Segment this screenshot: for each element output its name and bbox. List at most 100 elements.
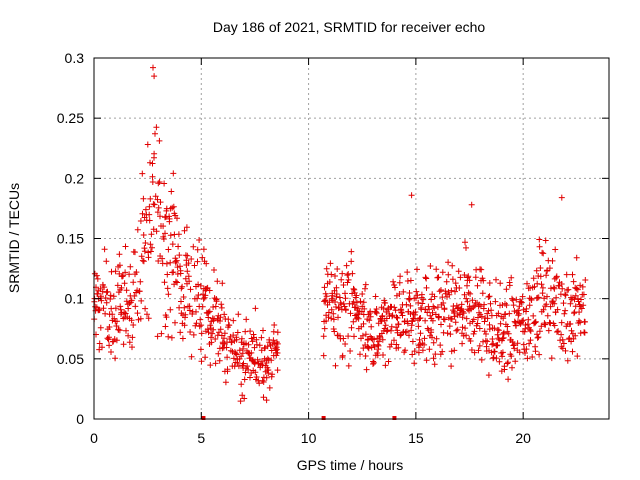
data-point — [435, 274, 442, 281]
data-point — [350, 285, 357, 292]
data-point — [129, 344, 135, 351]
data-point — [516, 349, 523, 356]
data-point — [177, 263, 183, 270]
data-point — [515, 310, 522, 317]
data-point — [236, 347, 243, 354]
data-point — [118, 284, 125, 291]
data-point — [168, 188, 175, 195]
data-point — [578, 305, 585, 312]
data-point — [198, 358, 205, 365]
x-tick-label: 20 — [515, 430, 531, 446]
data-point — [481, 328, 488, 335]
data-point — [348, 248, 355, 255]
data-point — [208, 339, 215, 346]
data-point — [571, 310, 577, 317]
data-point — [344, 279, 351, 286]
data-point — [136, 288, 143, 295]
data-point — [111, 315, 118, 322]
data-point — [138, 253, 145, 260]
data-point — [199, 303, 206, 310]
data-point — [516, 303, 523, 310]
data-point — [437, 351, 444, 358]
data-point — [332, 273, 338, 279]
data-point — [431, 361, 438, 368]
data-point — [404, 320, 411, 327]
data-point — [489, 341, 496, 348]
data-point — [103, 258, 110, 265]
data-point — [207, 362, 214, 369]
data-point — [482, 337, 489, 344]
data-point — [509, 364, 515, 371]
data-point — [170, 269, 177, 276]
data-point — [534, 334, 541, 341]
data-point — [570, 335, 577, 342]
data-point — [190, 331, 197, 338]
data-point — [460, 310, 467, 317]
data-point — [483, 331, 489, 337]
data-point — [347, 348, 354, 354]
data-point — [397, 332, 404, 339]
data-point — [100, 305, 107, 312]
data-point — [222, 379, 229, 386]
data-point — [167, 232, 174, 239]
data-point — [536, 351, 543, 358]
data-point — [350, 298, 357, 305]
data-point — [510, 302, 517, 309]
data-point — [540, 250, 547, 257]
data-point — [438, 321, 444, 328]
data-point — [217, 326, 224, 333]
data-point — [403, 301, 410, 308]
data-point — [485, 294, 492, 300]
data-point — [146, 203, 153, 210]
data-point — [433, 335, 440, 342]
data-point — [249, 338, 256, 345]
data-point — [522, 350, 528, 356]
zero-marker — [392, 416, 397, 420]
data-point — [410, 315, 417, 322]
data-point — [559, 336, 566, 343]
data-point — [148, 231, 155, 238]
data-point — [368, 323, 375, 330]
data-point — [467, 338, 474, 344]
data-point — [152, 193, 159, 200]
data-point — [170, 170, 177, 177]
data-point — [416, 336, 423, 343]
data-point — [415, 323, 422, 330]
data-point — [406, 290, 413, 296]
data-point — [327, 260, 334, 267]
data-point — [491, 325, 498, 332]
data-point — [523, 305, 530, 312]
y-tick-label: 0.15 — [57, 231, 84, 247]
data-point — [518, 298, 525, 305]
data-point — [332, 299, 338, 305]
y-tick-label: 0.25 — [57, 110, 84, 126]
data-point — [338, 276, 345, 283]
data-point — [553, 294, 560, 301]
data-point — [129, 334, 136, 341]
data-point — [382, 322, 389, 329]
data-point — [113, 337, 120, 344]
chart-title: Day 186 of 2021, SRMTID for receiver ech… — [213, 19, 486, 35]
data-point — [423, 357, 430, 364]
data-point — [357, 351, 363, 358]
data-point — [218, 301, 225, 308]
data-point — [172, 319, 178, 326]
data-point — [128, 297, 135, 304]
data-point — [563, 271, 570, 278]
data-point — [496, 336, 503, 343]
data-point — [263, 374, 270, 381]
data-point — [161, 180, 168, 187]
data-point — [440, 300, 447, 306]
data-point — [411, 360, 418, 367]
data-point — [510, 297, 516, 304]
data-point — [233, 336, 240, 343]
data-point — [474, 282, 481, 289]
data-point — [262, 344, 269, 351]
data-point — [397, 273, 404, 280]
data-point — [434, 304, 441, 311]
data-point — [505, 330, 512, 337]
data-point — [197, 282, 204, 289]
data-point — [421, 341, 428, 348]
data-point — [112, 355, 119, 362]
data-point — [203, 260, 210, 267]
